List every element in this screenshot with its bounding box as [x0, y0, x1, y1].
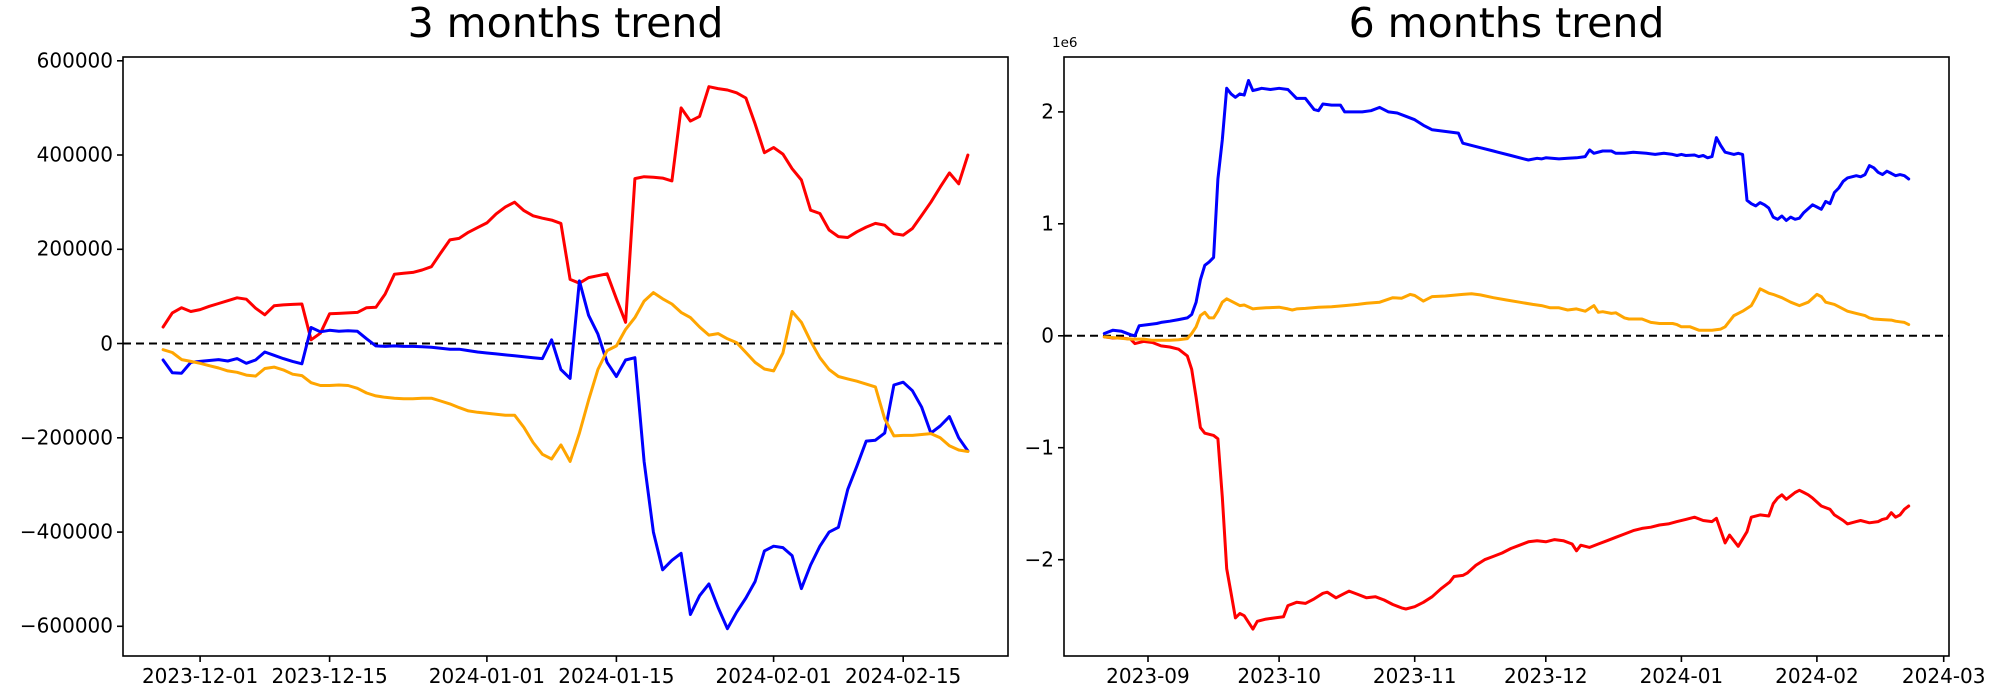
red-line-0 [161, 85, 970, 342]
x-tick-label: 2024-01-01 [428, 664, 545, 688]
red-line-1 [1102, 335, 1911, 631]
x-tick-label: 2024-01 [1639, 664, 1724, 688]
left-chart-title: 3 months trend [407, 0, 724, 47]
y-tick-label: −1 [1024, 435, 1054, 460]
y-tick-label: −600000 [19, 613, 113, 638]
x-tick-label: 2023-10 [1237, 664, 1321, 688]
y-tick-label: −400000 [19, 519, 113, 544]
y-tick-label: −200000 [19, 425, 113, 450]
axis-offset-text: 1e6 [1052, 35, 1078, 51]
y-tick-label: 0 [1041, 323, 1054, 348]
y-tick-label: 1 [1041, 211, 1054, 236]
y-tick-label: −2 [1024, 547, 1054, 572]
y-tick-label: 200000 [36, 236, 113, 261]
axes-spines-1 [1063, 56, 1950, 657]
orange-line-1 [1102, 287, 1911, 342]
x-tick-label: 2024-03 [1901, 664, 1986, 688]
x-tick-label: 2023-12 [1504, 664, 1588, 688]
axes-spines-0 [122, 56, 1009, 657]
right-chart-title: 6 months trend [1348, 0, 1665, 47]
x-tick-label: 2023-12-15 [271, 664, 388, 688]
x-tick-label: 2023-12-01 [141, 664, 259, 688]
y-tick-label: 400000 [36, 142, 113, 167]
y-tick-label: 0 [100, 331, 113, 356]
orange-line-0 [161, 291, 970, 463]
blue-line-1 [1102, 79, 1911, 338]
x-tick-label: 2024-02 [1775, 664, 1859, 688]
x-tick-label: 2023-09 [1106, 664, 1190, 688]
x-tick-label: 2023-11 [1372, 664, 1457, 688]
y-tick-label: 2 [1041, 99, 1054, 124]
x-tick-label: 2024-02-01 [715, 664, 832, 688]
x-tick-label: 2024-02-15 [845, 664, 962, 688]
y-tick-label: 600000 [36, 48, 113, 73]
x-tick-label: 2024-01-15 [558, 664, 675, 688]
blue-line-0 [161, 279, 970, 631]
